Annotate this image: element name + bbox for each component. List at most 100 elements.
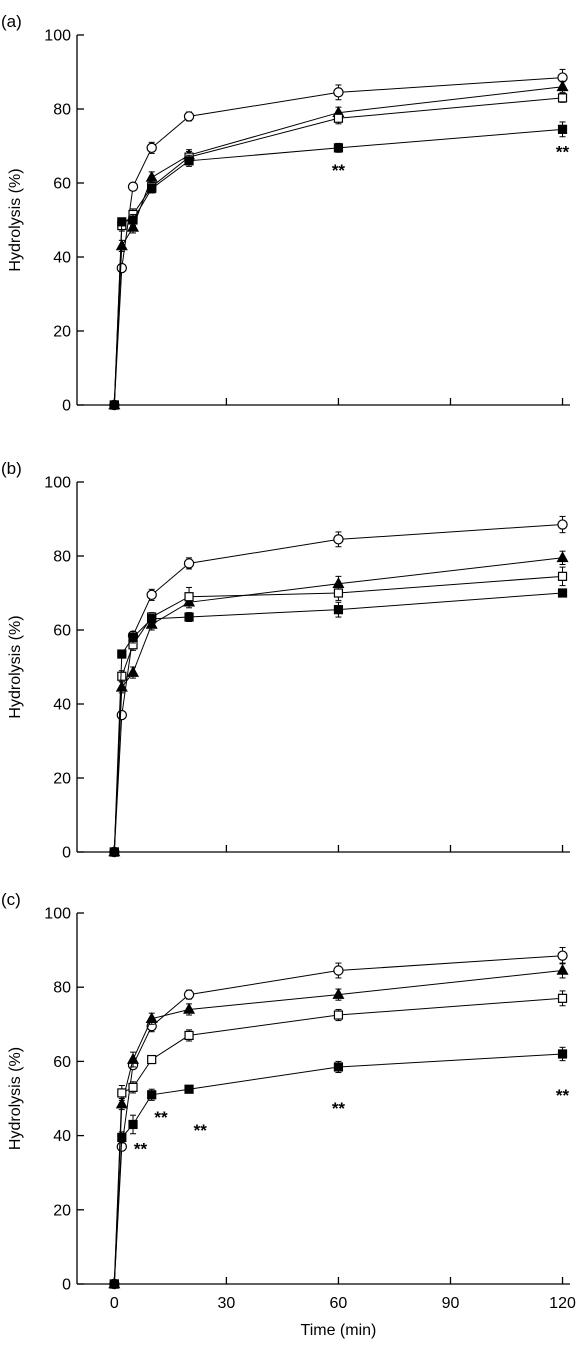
y-tick-label: 80 xyxy=(53,102,71,119)
x-tick-label: 120 xyxy=(549,1295,576,1312)
series-square-open xyxy=(109,990,568,1289)
data-point xyxy=(333,113,344,123)
data-point xyxy=(333,143,344,153)
y-tick-label: 40 xyxy=(53,1128,71,1145)
significance-marker: ** xyxy=(154,1108,168,1127)
series-square-filled xyxy=(109,1046,568,1289)
x-tick-label: 30 xyxy=(217,1295,235,1312)
data-point xyxy=(333,588,344,598)
data-point xyxy=(127,665,140,677)
data-point xyxy=(127,220,140,232)
y-tick-label: 100 xyxy=(44,475,71,492)
panel-label: (b) xyxy=(1,459,22,478)
data-point xyxy=(146,142,157,154)
data-point xyxy=(556,963,569,975)
data-point xyxy=(183,989,195,1000)
series-line xyxy=(113,997,563,1285)
significance-marker: ** xyxy=(332,161,346,180)
series-circle-open xyxy=(109,68,568,411)
data-point xyxy=(116,262,128,274)
y-tick-label: 20 xyxy=(53,771,71,788)
data-point xyxy=(557,93,568,103)
data-point xyxy=(183,1002,196,1014)
series-line xyxy=(113,955,563,1285)
data-point xyxy=(184,592,194,602)
y-tick-label: 0 xyxy=(62,398,71,415)
data-point xyxy=(117,649,127,659)
significance-marker: ** xyxy=(194,1121,208,1140)
significance-marker: ** xyxy=(332,1099,346,1118)
y-axis-label: Hydrolysis (%) xyxy=(7,615,24,718)
series-square-filled xyxy=(109,588,568,857)
series-line xyxy=(113,77,563,406)
y-tick-label: 60 xyxy=(53,1054,71,1071)
data-point xyxy=(117,1132,127,1143)
data-point xyxy=(557,950,568,961)
data-point xyxy=(109,400,119,410)
y-axis-label: Hydrolysis (%) xyxy=(7,168,24,271)
y-tick-label: 20 xyxy=(53,1202,71,1219)
series-square-filled xyxy=(109,121,568,410)
data-point xyxy=(333,1062,344,1072)
data-point xyxy=(109,847,119,857)
data-point xyxy=(557,124,568,134)
data-point xyxy=(128,632,138,643)
data-point xyxy=(128,1119,138,1130)
panel-label: (a) xyxy=(1,12,22,31)
series-circle-open xyxy=(109,515,568,858)
y-tick-label: 40 xyxy=(53,250,71,267)
data-point xyxy=(146,589,157,601)
y-tick-label: 100 xyxy=(44,28,71,45)
data-point xyxy=(184,1030,194,1041)
y-tick-label: 60 xyxy=(53,623,71,640)
data-point xyxy=(115,239,128,251)
panel-label: (c) xyxy=(1,890,21,909)
y-tick-label: 20 xyxy=(53,324,71,341)
data-point xyxy=(333,87,344,98)
data-point xyxy=(333,605,344,615)
data-point xyxy=(116,709,128,721)
data-point xyxy=(557,1049,568,1059)
data-point xyxy=(128,1082,138,1092)
significance-marker: ** xyxy=(556,143,570,162)
data-point xyxy=(184,1084,194,1094)
y-tick-label: 0 xyxy=(62,845,71,862)
data-point xyxy=(333,1010,344,1020)
series-line xyxy=(113,1053,563,1285)
data-point xyxy=(145,1012,158,1024)
series-square-open xyxy=(109,92,568,410)
chart-panel-1: 0 20 40 60 80 100 (a) Hydrolysis (%) ** ** xyxy=(1,12,570,415)
data-point xyxy=(147,1090,157,1100)
data-point xyxy=(184,156,194,166)
x-tick-label: 60 xyxy=(330,1295,348,1312)
data-point xyxy=(333,534,344,545)
data-point xyxy=(117,1088,127,1098)
series-triangle-filled xyxy=(108,80,569,410)
x-tick-label: 0 xyxy=(110,1295,119,1312)
y-tick-label: 100 xyxy=(44,906,71,923)
y-tick-label: 80 xyxy=(53,980,71,997)
significance-marker: ** xyxy=(556,1086,570,1105)
data-point xyxy=(557,571,568,581)
data-point xyxy=(557,588,568,598)
x-axis-label: Time (min) xyxy=(301,1322,377,1339)
y-tick-label: 0 xyxy=(62,1277,71,1294)
data-point xyxy=(109,1279,119,1289)
data-point xyxy=(333,965,344,976)
data-point xyxy=(147,614,157,624)
y-tick-label: 40 xyxy=(53,697,71,714)
series-line xyxy=(113,592,563,853)
data-point xyxy=(183,111,195,122)
data-point xyxy=(128,215,138,225)
data-point xyxy=(127,181,139,192)
data-point xyxy=(557,519,568,530)
data-point xyxy=(117,217,127,227)
data-point xyxy=(147,183,157,194)
data-point xyxy=(147,1054,157,1065)
data-point xyxy=(183,558,195,569)
y-tick-label: 60 xyxy=(53,176,71,193)
y-axis-label: Hydrolysis (%) xyxy=(7,1047,24,1150)
chart-panel-3: 0 20 40 60 80 100 0 30 60 90 120 (c) Hydrolysis (%) T… xyxy=(1,890,576,1339)
data-point xyxy=(556,551,569,563)
